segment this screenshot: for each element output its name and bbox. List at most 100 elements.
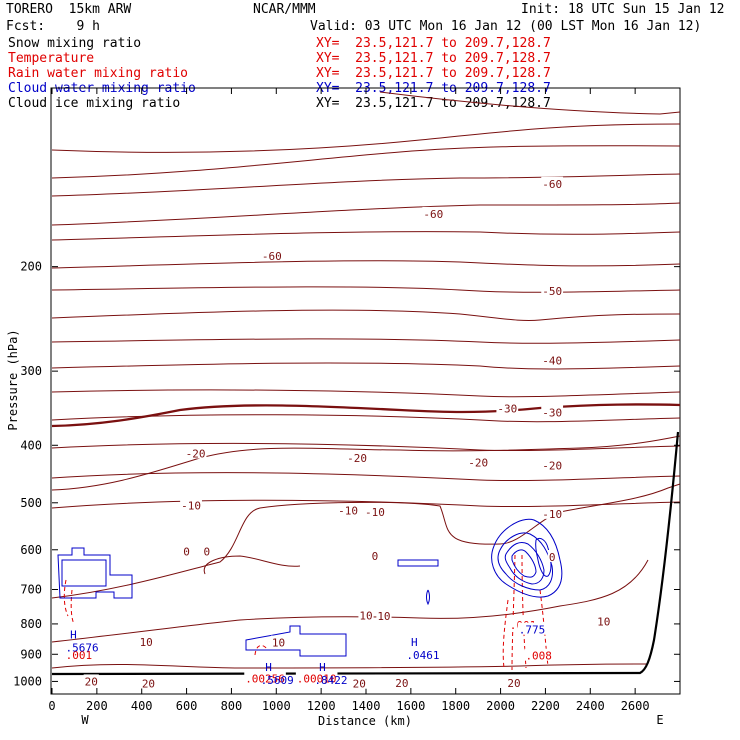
temperature-contour-label-bg	[541, 284, 564, 297]
rain-contour-label: .001	[66, 649, 93, 662]
y-tick-label: 900	[20, 647, 42, 661]
temperature-contour-label-bg	[358, 608, 374, 621]
temperature-contour-label: -10	[181, 499, 201, 512]
y-tick-label: 400	[20, 438, 42, 452]
rain-contour-label-bg	[295, 671, 338, 684]
cloud-contour-east-1	[497, 532, 553, 591]
temperature-contour-label-bg	[364, 504, 386, 517]
cloud-contour-west	[57, 547, 133, 599]
cloud-contour-east-outer	[491, 518, 563, 598]
cloud-contour-mid	[397, 559, 439, 567]
temperature-contour-label-bg	[202, 544, 212, 557]
isotherm-plus-10-low	[51, 559, 649, 643]
temperature-contour-label: 0	[203, 545, 210, 558]
isotherm-plus-5	[51, 435, 681, 491]
temperature-contours	[51, 91, 681, 669]
x-tick-label: 1600	[396, 699, 425, 713]
temperature-contour-label: 20	[395, 677, 408, 690]
isotherm-zero	[51, 403, 681, 428]
x-tick-label: 2200	[531, 699, 560, 713]
temperature-contour-label-bg	[346, 450, 368, 463]
x-tick-label: 2000	[486, 699, 515, 713]
temperature-contour-label-bg	[270, 635, 287, 648]
center-label: NCAR/MMM	[253, 2, 316, 17]
temperature-contour-label: 20	[353, 678, 366, 691]
contour-labels: -60-60-60-50-40-30 -30-20 -20 -20 -20-10 -10-…	[64, 176, 612, 691]
temperature-contour-label: -20	[468, 457, 488, 470]
isotherm-minus-10	[51, 443, 681, 452]
legend-label-snow: Snow mixing ratio	[8, 36, 142, 51]
temperature-contour-label-bg	[506, 676, 522, 689]
temperature-contour-label-bg	[541, 405, 564, 418]
high-value: .5609	[261, 674, 294, 687]
legend-label-rain: Rain water mixing ratio	[8, 66, 189, 81]
y-tick-label: 200	[20, 260, 42, 274]
y-tick-label: 300	[20, 364, 42, 378]
temperature-contour-label: -40	[542, 355, 562, 368]
temperature-contour-label: 10	[140, 636, 153, 649]
temperature-contour-label: 20	[85, 675, 98, 688]
temperature-contour-label: -50	[542, 285, 562, 298]
x-axis-label: Distance (km)	[318, 714, 412, 728]
temperature-contour-label: 20	[507, 677, 520, 690]
temperature-contour-label-bg	[422, 206, 445, 219]
legend-xy-rain: XY= 23.5,121.7 to 209.7,128.7	[316, 66, 551, 81]
isotherm-minus-55	[51, 173, 681, 197]
temperature-contour-label-bg	[596, 614, 612, 627]
terrain-surface	[51, 431, 680, 676]
cloud-contour-label-bg	[517, 622, 547, 635]
model-title: TORERO 15km ARW	[6, 2, 132, 17]
temperature-contour-label-bg	[184, 446, 207, 459]
legend-label-temperature: Temperature	[8, 51, 95, 66]
temperature-contour-label: -60	[542, 178, 562, 191]
isotherm-minus-50	[51, 202, 681, 226]
temperature-contour-label-bg	[180, 498, 202, 511]
forecast-hour: Fcst: 9 h	[6, 19, 100, 34]
temperature-contour-label-bg	[541, 506, 564, 519]
temperature-contour-label-bg	[496, 401, 519, 414]
isotherm-minus-40	[51, 260, 681, 269]
high-marker: H	[319, 661, 326, 674]
temperature-contour-label-bg	[547, 549, 557, 562]
temperature-contour-label-bg	[370, 549, 380, 562]
high-value: .0461	[406, 649, 439, 662]
temperature-contour-label-bg	[83, 674, 99, 687]
temperature-contour-label-bg	[394, 676, 410, 689]
rain-contours	[63, 554, 549, 671]
legend-xy-temperature: XY= 23.5,121.7 to 209.7,128.7	[316, 51, 551, 66]
rain-contour-label-bg	[244, 671, 286, 684]
isotherm-plus-10	[51, 483, 681, 599]
x-tick-label: 2600	[621, 699, 650, 713]
rain-contour-label-bg	[64, 648, 94, 661]
x-tick-label: 600	[176, 699, 198, 713]
y-tick-label: 600	[20, 543, 42, 557]
temperature-contour-label: -60	[262, 250, 282, 263]
high-marker: H	[411, 636, 418, 649]
x-tick-label: 1000	[262, 699, 291, 713]
y-axis-label: Pressure (hPa)	[6, 329, 20, 430]
temperature-contour-label: -20	[542, 460, 562, 473]
y-tick-label: 1000	[13, 674, 42, 688]
isotherm-minus-60-low	[51, 145, 681, 179]
temperature-contour-label: 10	[597, 615, 610, 628]
plot-frame	[50, 87, 681, 695]
high-value: .8422	[314, 674, 347, 687]
rain-contour-label-bg	[524, 648, 553, 661]
temperature-contour-label-bg	[182, 544, 191, 557]
cloud-contour-central	[245, 625, 347, 657]
temperature-contour-label: 10	[272, 637, 285, 650]
isotherm-minus-30b	[51, 338, 681, 344]
cloud-contour-label: .775	[519, 624, 546, 637]
x-tick-label: 1200	[307, 699, 336, 713]
init-time: Init: 18 UTC Sun 15 Jan 12	[521, 2, 725, 17]
x-tick-label: 800	[221, 699, 243, 713]
temperature-contour-label: 0	[549, 551, 556, 564]
temperature-contour-label: -20	[347, 452, 367, 465]
isotherm-minus-45	[51, 231, 681, 241]
legend-xy-cloud-ice: XY= 23.5,121.7 to 209.7,128.7	[316, 96, 551, 111]
temperature-contour-label: -20	[186, 448, 206, 461]
temperature-contour-label: -10	[542, 508, 562, 521]
